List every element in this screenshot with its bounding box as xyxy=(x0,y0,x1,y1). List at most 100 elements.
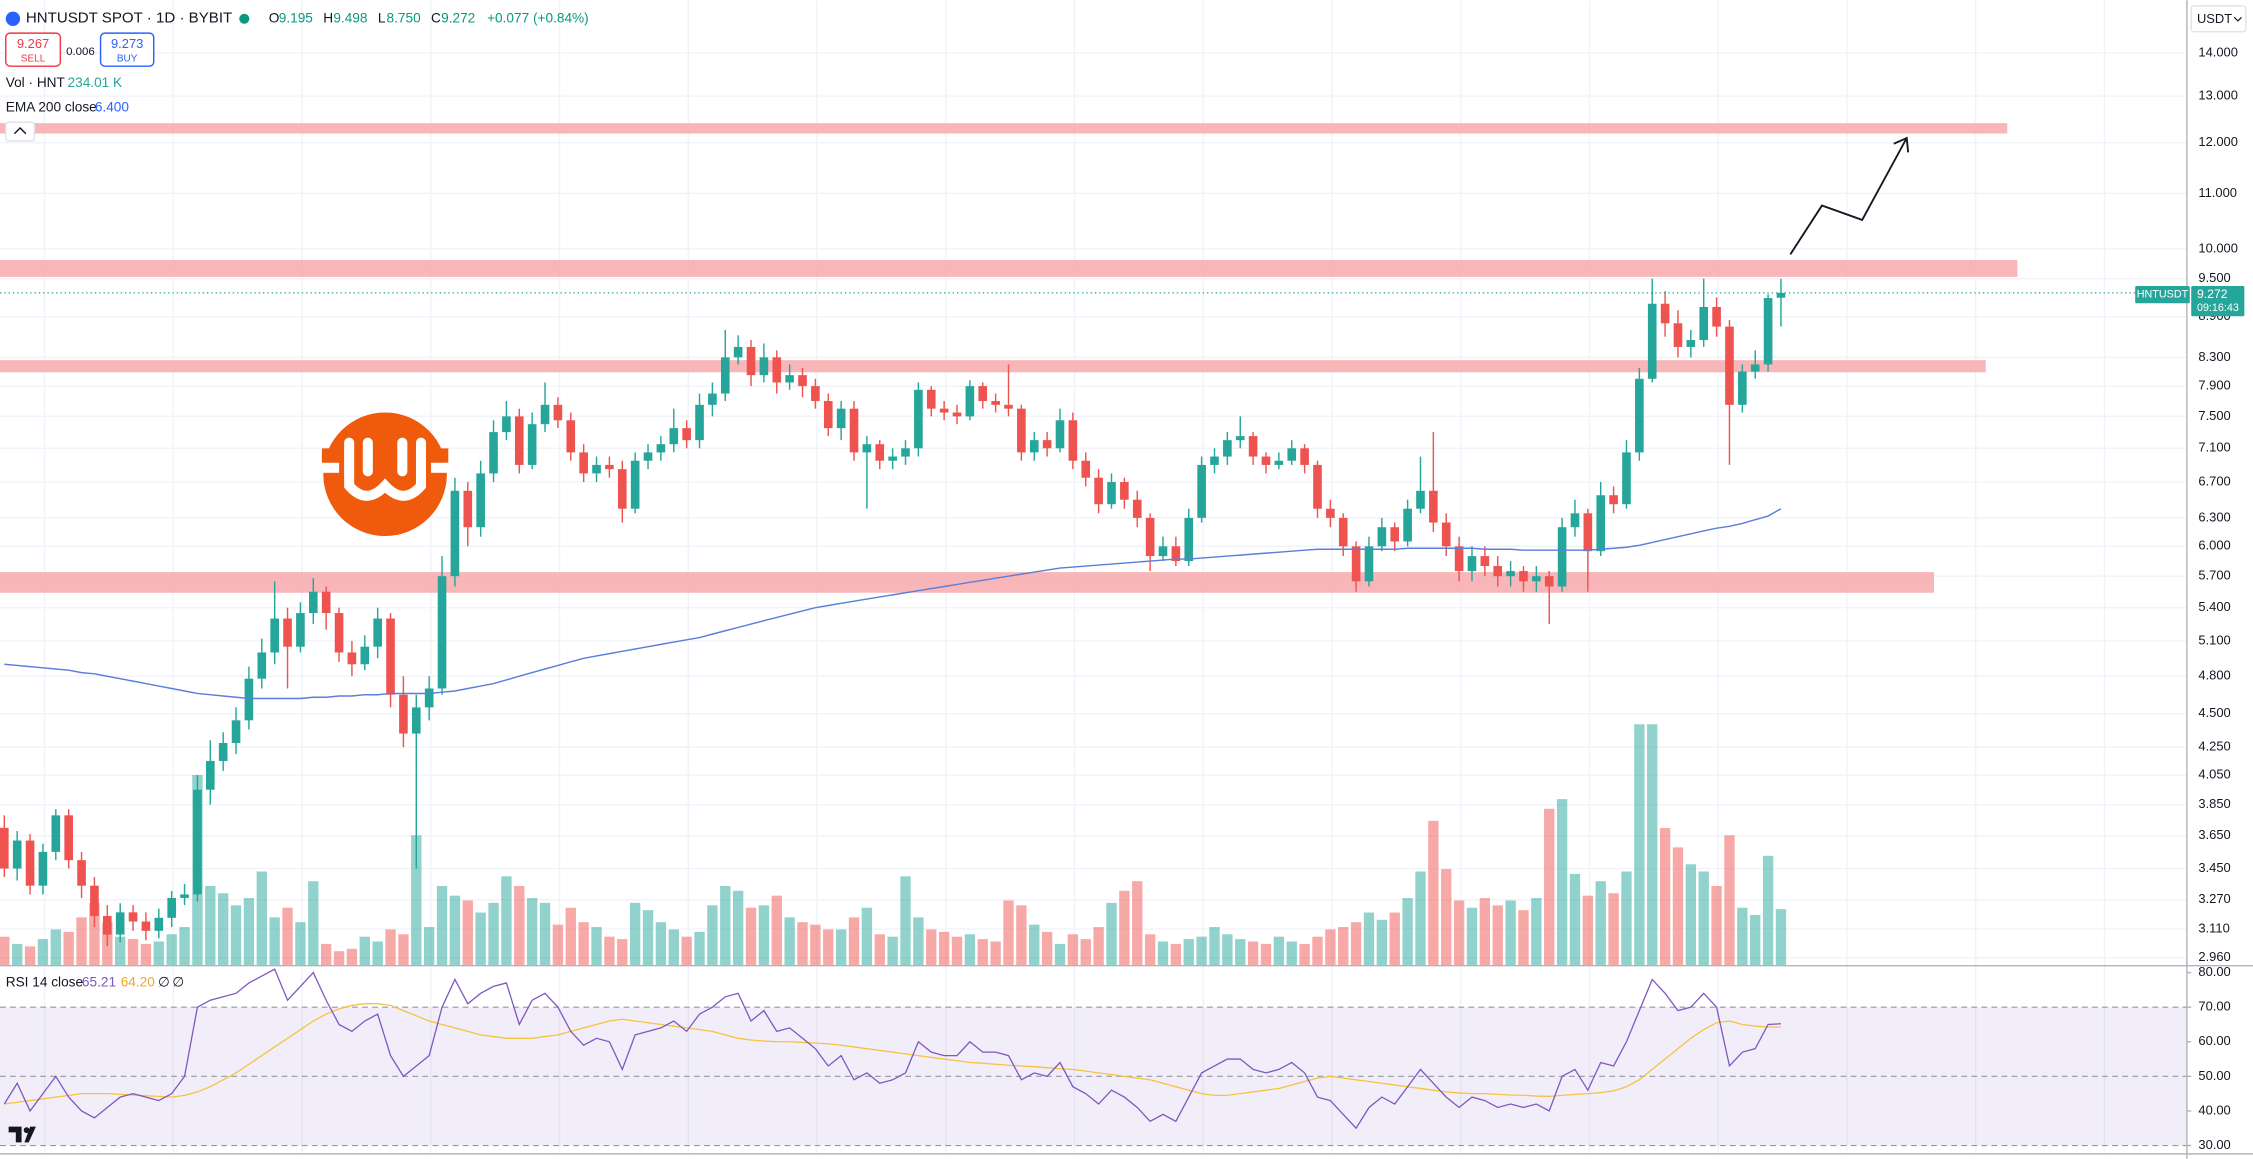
candle-body xyxy=(1763,298,1773,365)
candle-body xyxy=(1609,495,1618,505)
candle-body xyxy=(720,357,730,394)
volume-bar xyxy=(1325,929,1336,966)
y-tick-label: 5.700 xyxy=(2198,568,2230,583)
volume-bar xyxy=(423,927,435,966)
candle-body xyxy=(1647,303,1657,379)
candle-body xyxy=(270,618,279,653)
volume-bar xyxy=(835,929,847,966)
candle-body xyxy=(154,917,164,931)
volume-bar xyxy=(1119,890,1130,966)
volume-bar xyxy=(1479,898,1491,966)
rsi-value: 65.21 xyxy=(82,975,116,990)
candle-body xyxy=(759,357,769,376)
volume-bar xyxy=(76,917,87,966)
volume-bar xyxy=(63,931,74,966)
volume-bar xyxy=(385,929,396,966)
candle-body xyxy=(244,678,254,721)
volume-bar xyxy=(320,943,332,966)
volume-bar xyxy=(359,936,370,966)
collapse-button[interactable] xyxy=(5,121,36,142)
volume-bar xyxy=(1376,919,1388,966)
volume-bar xyxy=(707,905,718,966)
volume-label: Vol · HNT xyxy=(6,75,66,90)
buy-label[interactable]: BUY xyxy=(117,54,138,65)
candle-body xyxy=(1248,436,1258,457)
currency[interactable]: USDT xyxy=(2197,11,2232,26)
volume-bar xyxy=(243,898,255,966)
candle-body xyxy=(1287,448,1297,461)
volume-bar xyxy=(333,951,345,966)
candle-body xyxy=(25,840,35,886)
ohlc-key: C xyxy=(431,10,441,25)
candle-body xyxy=(527,424,537,465)
candle-body xyxy=(386,618,395,695)
volume-bar xyxy=(1466,907,1478,966)
sell-price[interactable]: 9.267 xyxy=(17,36,49,51)
candle-body xyxy=(849,408,859,453)
buy-button[interactable]: 9.273 BUY xyxy=(99,32,155,67)
candle-body xyxy=(308,591,318,614)
volume-bar xyxy=(565,907,576,966)
volume-bar xyxy=(526,898,538,966)
candle-body xyxy=(1210,456,1219,465)
candle-body xyxy=(1300,448,1309,465)
candle-body xyxy=(1622,452,1631,505)
candle-body xyxy=(167,897,176,918)
volume-bar xyxy=(1067,934,1079,966)
candle-body xyxy=(257,652,267,679)
volume-bar xyxy=(1338,927,1349,966)
candle-body xyxy=(1326,508,1335,518)
sell-label[interactable]: SELL xyxy=(21,54,46,65)
candle-body xyxy=(1145,517,1155,557)
candle-body xyxy=(926,389,936,409)
volume-bar xyxy=(1054,943,1066,966)
sell-button[interactable]: 9.267 SELL xyxy=(5,32,62,67)
candle-body xyxy=(991,401,1000,405)
candle-body xyxy=(1042,440,1052,449)
candle-body xyxy=(1364,546,1374,582)
volume-bar xyxy=(861,907,873,966)
rsi-tick-label: 50.00 xyxy=(2198,1068,2230,1083)
volume-bar xyxy=(681,936,692,966)
candle-body xyxy=(746,346,756,376)
candle-body xyxy=(476,473,485,528)
candle-body xyxy=(1660,303,1670,324)
candle-body xyxy=(1223,440,1232,457)
volume-bar xyxy=(887,936,898,966)
candle-body xyxy=(1029,440,1039,453)
volume-bar xyxy=(1762,855,1774,966)
volume-bar xyxy=(617,939,628,966)
volume-bar xyxy=(1505,900,1516,966)
volume-bar xyxy=(462,900,473,966)
candle-body xyxy=(1132,499,1142,518)
candle-body xyxy=(12,840,22,869)
volume-bar xyxy=(668,929,679,966)
volume-bar xyxy=(127,939,139,966)
volume-bar xyxy=(745,907,757,966)
volume-bar xyxy=(1363,912,1375,966)
ohlc-value: 8.750 xyxy=(387,10,422,25)
rsi-extra: ∅ xyxy=(158,975,170,990)
candle-body xyxy=(399,694,408,734)
currency-button[interactable]: USDT xyxy=(2190,5,2247,33)
candle-body xyxy=(811,386,820,402)
lines xyxy=(0,292,2187,1130)
volume-bar xyxy=(1196,936,1207,966)
volume-bar xyxy=(1157,941,1169,966)
rsi-tick-label: 40.00 xyxy=(2198,1102,2230,1117)
volume-bar xyxy=(1222,934,1233,966)
candle-body xyxy=(901,448,910,457)
candle-body xyxy=(218,743,228,761)
rsi-line xyxy=(3,968,1781,1130)
change: +0.077 (+0.84%) xyxy=(487,10,589,25)
symbol-icon xyxy=(5,11,21,26)
volume-bar xyxy=(346,948,358,966)
buy-price[interactable]: 9.273 xyxy=(111,36,143,51)
tag-symbol: HNTUSDT xyxy=(2137,288,2189,300)
volume-bar xyxy=(655,922,667,966)
candle-body xyxy=(566,420,576,453)
candle-body xyxy=(1429,490,1438,523)
volume-bar xyxy=(12,943,23,966)
candle-body xyxy=(862,444,872,453)
candle-body xyxy=(193,789,202,895)
